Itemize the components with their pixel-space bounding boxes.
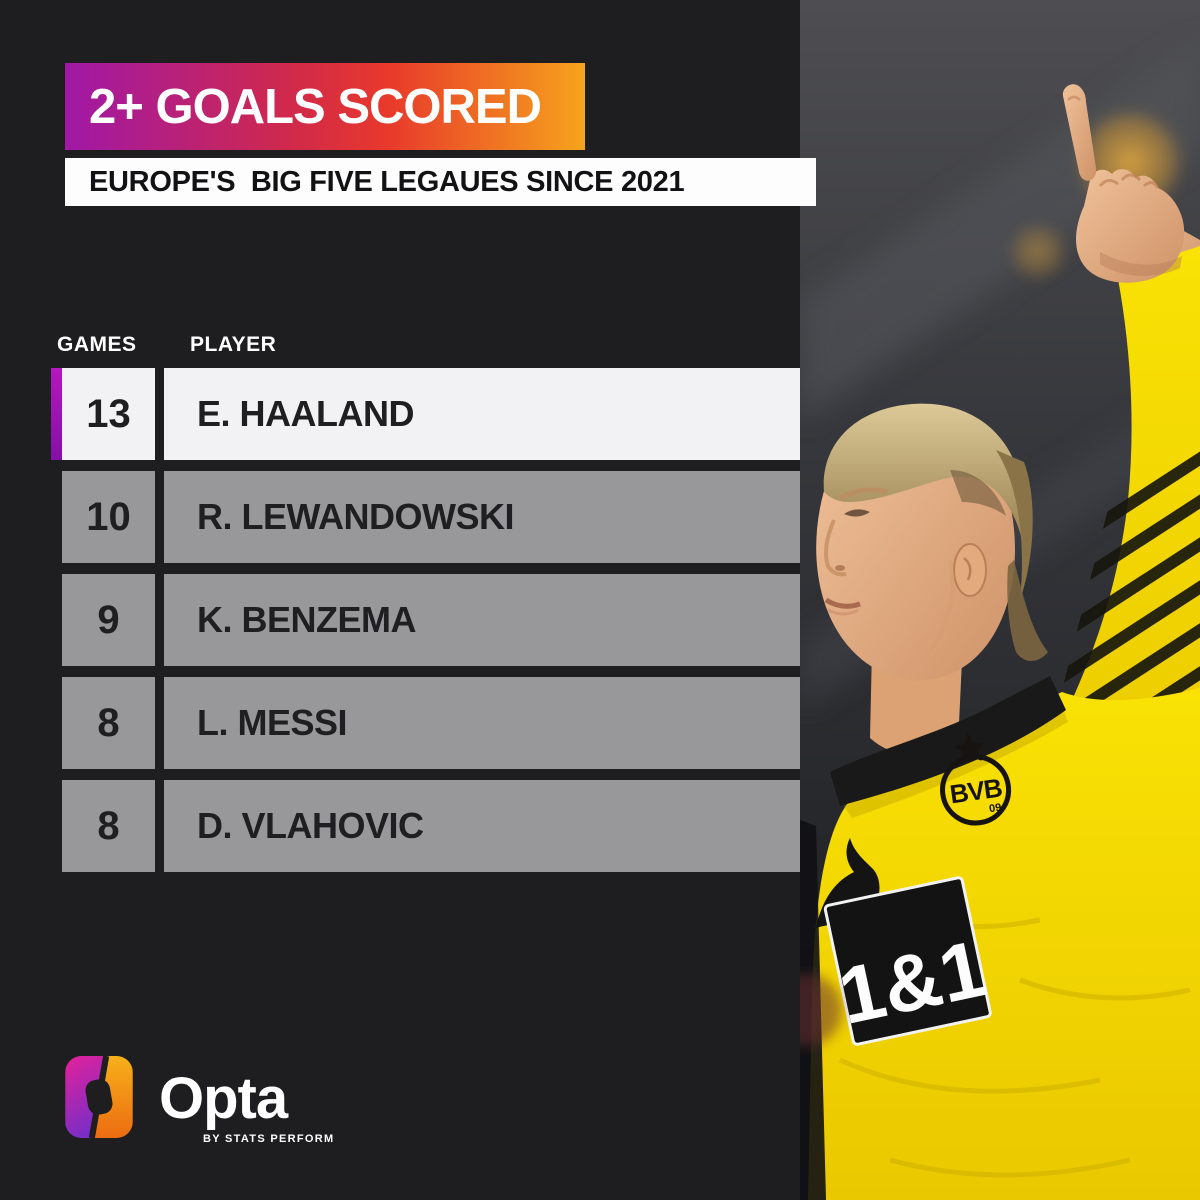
- player-name: R. LEWANDOWSKI: [197, 496, 514, 537]
- jersey-torso: [808, 688, 1200, 1200]
- player-cell: R. LEWANDOWSKI: [164, 471, 800, 563]
- player-head: [816, 403, 1048, 681]
- player-cell: K. BENZEMA: [164, 574, 800, 666]
- bvb-badge: BVB 09: [940, 732, 1012, 826]
- subtitle-banner: EUROPE'S BIG FIVE LEGAUES SINCE 2021: [65, 158, 816, 206]
- column-header-games: GAMES: [57, 333, 137, 356]
- games-value: 9: [97, 597, 120, 642]
- face-features: [824, 487, 955, 652]
- svg-text:09: 09: [988, 802, 1002, 816]
- rank-accent-bar: [51, 780, 62, 872]
- player-name: K. BENZEMA: [197, 599, 417, 640]
- hair: [823, 403, 1025, 540]
- page-subtitle: EUROPE'S BIG FIVE LEGAUES SINCE 2021: [89, 165, 685, 198]
- games-value: 13: [86, 391, 131, 436]
- column-header-player: PLAYER: [190, 333, 277, 356]
- player-cell: D. VLAHOVIC: [164, 780, 800, 872]
- stats-table: GAMES PLAYER 13 E. HAALAND 10 R. LEWANDO…: [51, 333, 800, 883]
- rank-accent-bar: [51, 471, 62, 563]
- player-name: E. HAALAND: [197, 393, 415, 434]
- opta-icon: [65, 1056, 133, 1138]
- pointing-finger: [1062, 84, 1097, 181]
- rank-accent-bar: [51, 368, 62, 460]
- table-row-lewandowski: 10 R. LEWANDOWSKI: [51, 471, 800, 563]
- games-cell: 10: [62, 471, 155, 563]
- games-cell: 8: [62, 780, 155, 872]
- games-value: 8: [97, 803, 120, 848]
- games-cell: 13: [62, 368, 155, 460]
- title-banner: 2+ GOALS SCORED: [65, 63, 585, 150]
- games-value: 8: [97, 700, 120, 745]
- jersey-collar: [830, 676, 1066, 806]
- table-row-haaland: 13 E. HAALAND: [51, 368, 800, 460]
- table-row-messi: 8 L. MESSI: [51, 677, 800, 769]
- player-photo: BVB 09 1&1: [800, 0, 1200, 1200]
- opta-wordmark: Opta BY STATS PERFORM: [159, 1056, 335, 1146]
- table-row-benzema: 9 K. BENZEMA: [51, 574, 800, 666]
- opta-branding: Opta BY STATS PERFORM: [65, 1056, 334, 1145]
- games-cell: 9: [62, 574, 155, 666]
- page-title: 2+ GOALS SCORED: [89, 79, 542, 134]
- opta-sub-brand: BY STATS PERFORM: [203, 1133, 335, 1145]
- player-cell: L. MESSI: [164, 677, 800, 769]
- sponsor-patch: 1&1: [823, 876, 993, 1046]
- rank-accent-bar: [51, 574, 62, 666]
- player-photo-illustration: BVB 09 1&1: [800, 0, 1200, 1200]
- table-row-vlahovic: 8 D. VLAHOVIC: [51, 780, 800, 872]
- table-header-row: GAMES PLAYER: [51, 333, 800, 356]
- opta-name: Opta: [159, 1066, 288, 1131]
- player-cell: E. HAALAND: [164, 368, 800, 460]
- player-name: L. MESSI: [197, 702, 348, 743]
- player-name: D. VLAHOVIC: [197, 805, 424, 846]
- games-value: 10: [86, 494, 131, 539]
- svg-text:BVB: BVB: [948, 772, 1004, 809]
- games-cell: 8: [62, 677, 155, 769]
- fist: [1076, 169, 1185, 283]
- rank-accent-bar: [51, 677, 62, 769]
